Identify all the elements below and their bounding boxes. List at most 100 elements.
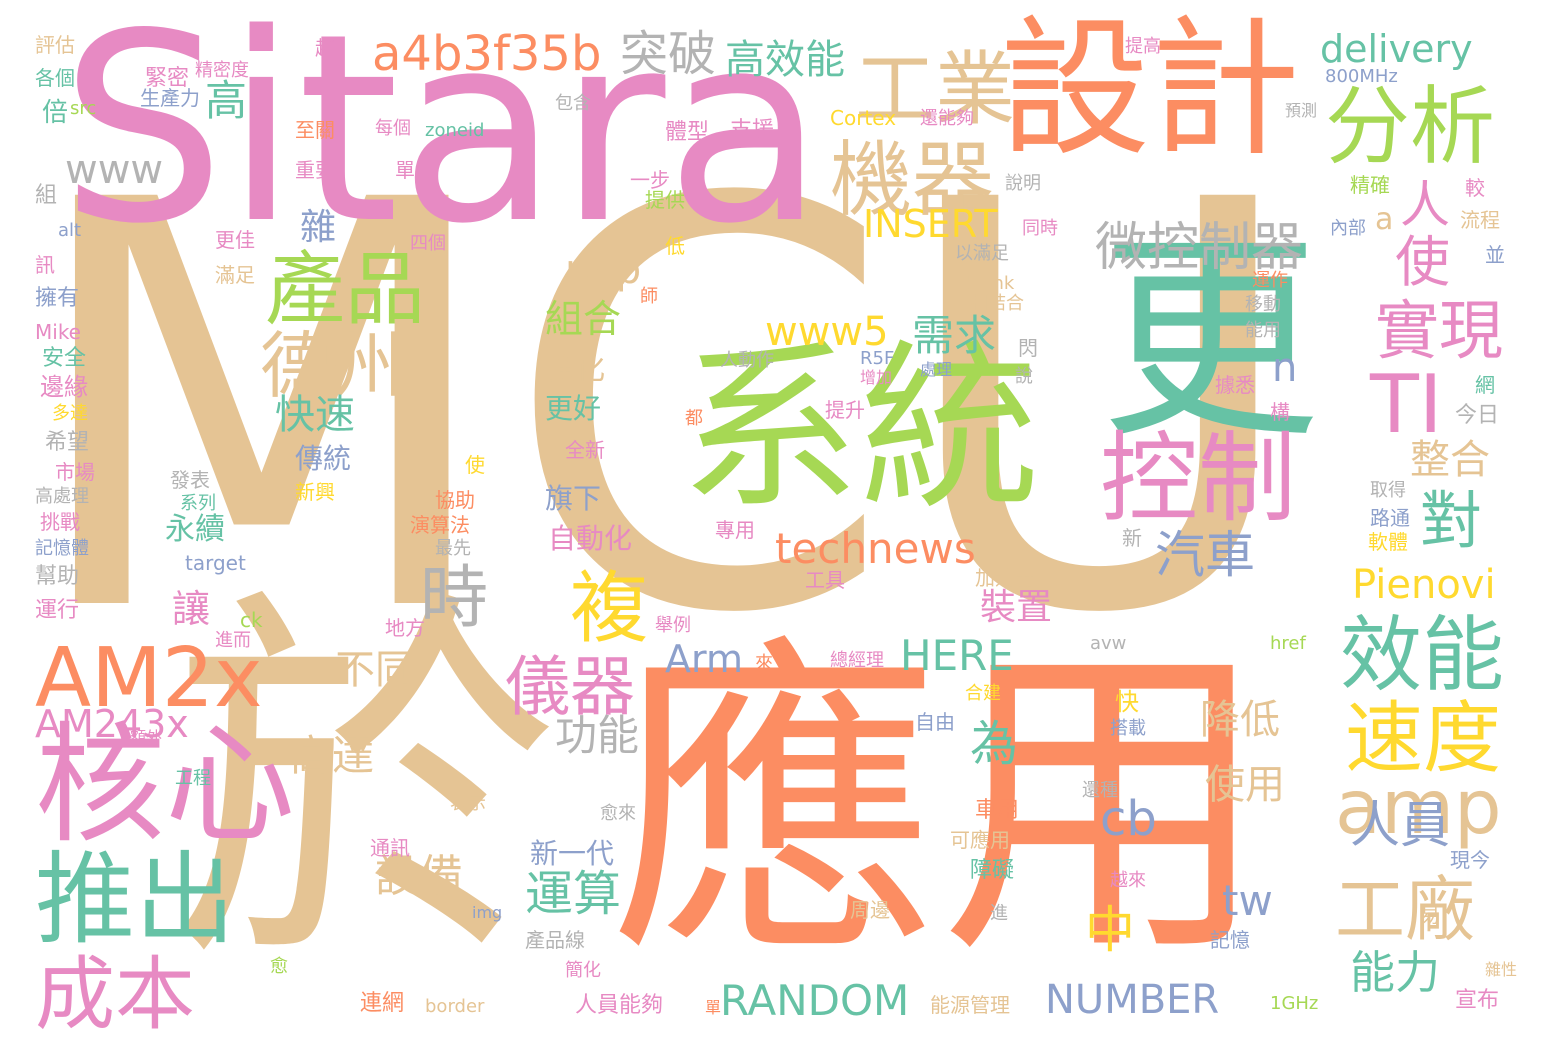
word: 地方 xyxy=(385,616,425,640)
word: 高處理 xyxy=(35,486,89,507)
word: 使 xyxy=(465,453,485,477)
word: 產品線 xyxy=(525,928,585,952)
word: 控制 xyxy=(1100,422,1297,536)
word: src xyxy=(70,98,97,119)
word: 體型 xyxy=(665,120,710,145)
word: 專用 xyxy=(715,518,755,542)
word: alt xyxy=(58,220,82,241)
word: 宣布 xyxy=(1455,988,1500,1013)
word: 旗下 xyxy=(545,482,602,515)
word: php xyxy=(565,247,642,293)
word: 高 xyxy=(205,76,248,125)
word: 額外 xyxy=(130,728,163,747)
word: 還能夠 xyxy=(920,108,974,129)
word: img xyxy=(472,903,503,922)
word: 應用 xyxy=(610,613,1270,997)
word: 更 xyxy=(1100,212,1321,468)
word: 說明 xyxy=(1005,173,1041,194)
word: 一步 xyxy=(630,168,670,192)
word: 都 xyxy=(685,408,703,429)
word: 以滿足 xyxy=(955,243,1009,264)
word: a4b3f35b xyxy=(372,26,602,82)
word: 強化 xyxy=(545,352,605,387)
word: 人員能夠 xyxy=(575,993,664,1018)
word: target xyxy=(185,551,246,575)
word: a xyxy=(1375,202,1394,237)
word: 能源管理 xyxy=(930,993,1010,1017)
word: 每個 xyxy=(375,118,411,139)
word: 功能 xyxy=(555,711,640,760)
word: blank xyxy=(965,273,1015,294)
word: amp xyxy=(1335,763,1502,851)
word: 幫助 xyxy=(35,564,80,589)
word: 讓 xyxy=(172,587,211,631)
word: 重要 xyxy=(295,158,335,182)
word: 進而 xyxy=(215,630,251,651)
word: 並 xyxy=(1485,243,1505,267)
word: 說 xyxy=(1015,366,1033,387)
word: Pienovi xyxy=(1352,562,1496,608)
word: 速度 xyxy=(1345,694,1502,784)
word: 邊緣 xyxy=(40,373,88,401)
word: 微控制器 xyxy=(1095,218,1304,278)
word: Sitara xyxy=(60,0,825,281)
word: 路通 xyxy=(1370,506,1410,530)
word: 生產力 xyxy=(140,86,200,110)
word: Cortex xyxy=(830,106,897,130)
word: MCU xyxy=(20,84,1305,736)
word: 傳統 xyxy=(295,442,352,475)
word: zoneid xyxy=(425,120,485,141)
word: 整合 xyxy=(1410,437,1490,483)
word: href xyxy=(1270,633,1306,654)
word: 市場 xyxy=(55,460,95,484)
word: 於 xyxy=(170,558,560,1012)
word: 工程 xyxy=(175,768,211,789)
word: 人員 xyxy=(1350,796,1450,854)
word: Arm xyxy=(665,637,743,681)
word: 最先 xyxy=(435,538,471,559)
word: 組合 xyxy=(545,297,622,341)
word: 對 xyxy=(1420,484,1483,557)
word: n xyxy=(1272,345,1298,391)
word: AM243x xyxy=(35,702,189,746)
word: 支援 xyxy=(730,118,775,143)
word: TI xyxy=(1370,358,1443,451)
word: 總經理 xyxy=(830,650,884,671)
word: HERE xyxy=(900,631,1014,680)
word: 安全 xyxy=(42,346,87,371)
word: 組 xyxy=(35,183,58,208)
word: 越來 xyxy=(1110,870,1146,891)
word: 包含 xyxy=(555,93,591,114)
word: 1GHz xyxy=(1270,993,1319,1014)
word: 網 xyxy=(1475,373,1495,397)
word: 提升 xyxy=(825,398,865,422)
word: 搭載 xyxy=(1110,718,1146,739)
word: 汽車 xyxy=(1155,526,1255,584)
word: 工具 xyxy=(805,568,845,592)
word: 各個 xyxy=(35,66,75,90)
word: 提供 xyxy=(645,188,685,212)
word: 精密度 xyxy=(195,60,249,81)
word: 裝置 xyxy=(980,587,1053,628)
word: 來 xyxy=(755,653,773,674)
word: delivery xyxy=(1320,27,1473,71)
word: 滿足 xyxy=(215,263,255,287)
word: 雜 xyxy=(300,207,337,248)
word: 時 xyxy=(420,559,489,638)
word: 運作 xyxy=(1252,270,1288,291)
word: 協助 xyxy=(435,488,475,512)
word: 全新 xyxy=(565,438,605,462)
word: 設計 xyxy=(1000,3,1301,177)
word: 連網 xyxy=(360,991,405,1016)
word: INSERT xyxy=(863,202,998,246)
word: 流程 xyxy=(1460,208,1500,232)
word: 預測 xyxy=(1285,101,1318,120)
word: 今日 xyxy=(1455,403,1500,428)
word: 多達 xyxy=(52,403,88,424)
word: 降低 xyxy=(1200,697,1280,743)
word: 新一代 xyxy=(530,837,615,870)
word: 表示 xyxy=(450,793,486,814)
word: 可應用 xyxy=(950,828,1010,852)
word: 擁有 xyxy=(35,286,80,311)
